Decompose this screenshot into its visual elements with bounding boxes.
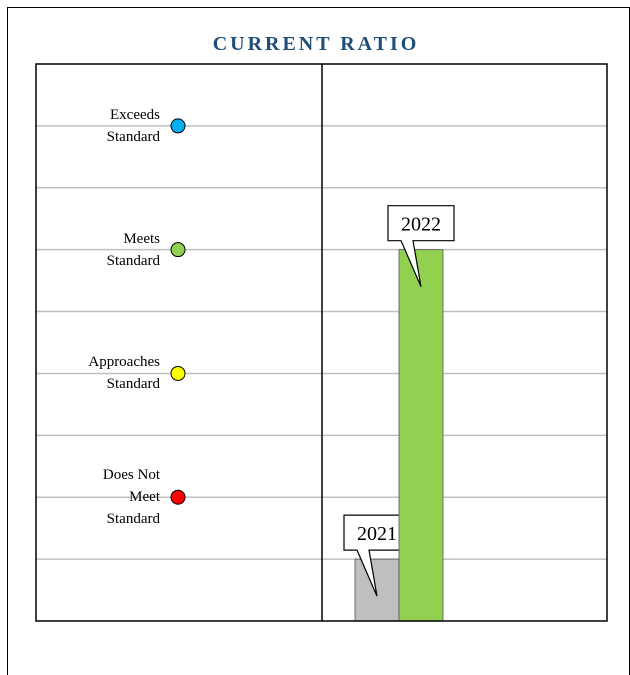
standard-dot <box>170 489 186 505</box>
standard-dot <box>170 118 186 134</box>
chart-title: CURRENT RATIO <box>213 33 420 55</box>
standard-label: Exceeds Standard <box>106 106 160 145</box>
callout-label: 2021 <box>357 523 397 545</box>
standard-label: Does Not Meet Standard <box>102 467 160 528</box>
bar <box>354 558 400 622</box>
standard-dot <box>170 242 186 258</box>
callout <box>387 205 455 287</box>
standard-label: Approaches Standard <box>88 354 160 393</box>
callout-label: 2022 <box>401 214 441 236</box>
standard-dot <box>170 365 186 381</box>
bar <box>398 249 444 622</box>
standard-label: Meets Standard <box>106 230 160 269</box>
